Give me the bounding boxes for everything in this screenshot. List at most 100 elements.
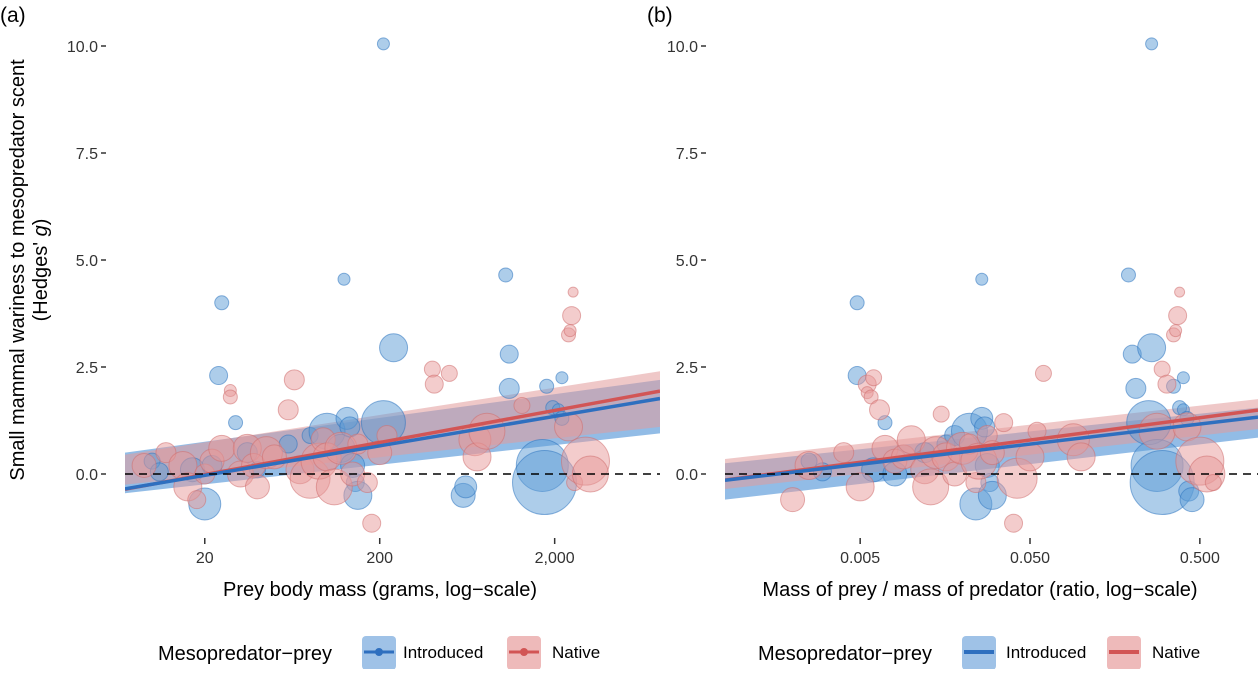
data-point-native <box>1066 442 1096 472</box>
legend-key-introduced <box>962 636 996 670</box>
panel-b-legend: Mesopredator−prey Introduced Native <box>758 636 1200 670</box>
data-point-native <box>440 364 458 382</box>
legend-key-native <box>1107 636 1141 670</box>
data-point-introduced <box>1137 333 1167 363</box>
data-point-native <box>563 324 577 338</box>
data-point-introduced <box>849 295 865 311</box>
y-tick-label: 0.0 <box>76 467 98 484</box>
y-axis-title-prefix: (Hedges' <box>30 236 52 321</box>
data-point-native <box>222 389 238 405</box>
panel-a-y-axis: 0.0 2.5 5.0 7.5 10.0 <box>67 39 106 484</box>
panel-b-label: (b) <box>647 4 673 27</box>
y-tick-label: 0.0 <box>676 467 698 484</box>
y-tick-label: 10.0 <box>67 39 98 56</box>
y-tick-label: 5.0 <box>676 253 698 270</box>
panel-a-x-axis-title: Prey body mass (grams, log−scale) <box>223 579 537 601</box>
trend-lines <box>725 408 1258 482</box>
data-point-introduced <box>539 378 555 394</box>
data-point-native <box>208 434 236 462</box>
legend-title: Mesopredator−prey <box>758 643 932 665</box>
data-point-native <box>1004 513 1024 533</box>
data-point-native <box>424 374 444 394</box>
y-axis-title-line2: (Hedges' g) <box>30 219 52 322</box>
panel-a: (a) 0.0 2.5 5.0 7.5 10.0 20 200 2,000 Prey bod… <box>0 4 660 601</box>
data-point-native <box>244 474 270 500</box>
panel-b-x-axis: 0.005 0.050 0.500 <box>840 538 1220 567</box>
data-point-native <box>131 452 157 478</box>
y-tick-label: 5.0 <box>76 253 98 270</box>
data-point-introduced <box>499 344 519 364</box>
legend-swatch-native-point <box>520 648 528 656</box>
x-tick-label: 2,000 <box>535 550 575 567</box>
data-point-native <box>912 468 950 506</box>
scatter-points <box>780 37 1226 533</box>
data-point-native <box>362 513 382 533</box>
data-point-introduced <box>379 333 409 363</box>
data-point-introduced <box>975 272 989 286</box>
data-point-introduced <box>498 267 514 283</box>
data-point-native <box>283 369 305 391</box>
data-point-introduced <box>376 37 390 51</box>
data-point-introduced <box>228 415 244 431</box>
legend-key-native <box>507 636 541 670</box>
data-point-native <box>833 442 855 464</box>
data-point-introduced <box>1179 487 1205 513</box>
data-point-introduced <box>1125 377 1147 399</box>
data-point-native <box>1169 324 1183 338</box>
data-point-native <box>1034 364 1052 382</box>
data-point-introduced <box>209 366 229 386</box>
legend-swatch-introduced-point <box>375 648 383 656</box>
scatter-points <box>131 37 610 533</box>
data-point-native <box>780 487 806 513</box>
data-point-native <box>1204 474 1222 492</box>
panel-a-legend: Mesopredator−prey Introduced Native <box>158 636 600 670</box>
data-point-native <box>513 397 531 415</box>
data-point-native <box>567 286 579 298</box>
data-point-native <box>869 399 891 421</box>
data-point-native <box>1157 374 1177 394</box>
data-point-native <box>1174 286 1186 298</box>
data-point-introduced <box>454 475 478 499</box>
y-axis-title-line1: Small mammal wariness to mesopredator sc… <box>7 59 29 481</box>
data-point-native <box>277 399 299 421</box>
panel-a-x-axis: 20 200 2,000 <box>196 538 575 567</box>
data-point-introduced <box>1120 267 1136 283</box>
data-point-native <box>794 450 824 480</box>
data-point-native <box>356 472 378 494</box>
data-point-native <box>932 405 950 423</box>
x-tick-label: 0.005 <box>840 550 880 567</box>
panel-b-y-axis: 0.0 2.5 5.0 7.5 10.0 <box>667 39 706 484</box>
y-tick-label: 2.5 <box>76 360 98 377</box>
data-point-introduced <box>1145 37 1159 51</box>
data-point-native <box>865 369 883 387</box>
legend-label-introduced: Introduced <box>1006 643 1086 662</box>
legend-title: Mesopredator−prey <box>158 643 332 665</box>
y-tick-label: 2.5 <box>676 360 698 377</box>
data-point-introduced <box>337 272 351 286</box>
legend-label-native: Native <box>552 643 600 662</box>
data-point-native <box>562 306 582 326</box>
panel-a-plot-area <box>125 37 660 533</box>
legend-label-native: Native <box>1152 643 1200 662</box>
panel-a-y-axis-title: Small mammal wariness to mesopredator sc… <box>7 59 52 481</box>
y-axis-title-suffix: ) <box>30 219 52 226</box>
trend-line-introduced <box>725 415 1258 482</box>
data-point-native <box>1168 306 1188 326</box>
y-axis-title-italic: g <box>30 225 52 236</box>
data-point-native <box>1015 442 1045 472</box>
x-tick-label: 0.500 <box>1180 550 1220 567</box>
data-point-native <box>187 490 207 510</box>
x-tick-label: 200 <box>366 550 393 567</box>
panel-b-x-axis-title: Mass of prey / mass of predator (ratio, … <box>762 579 1197 601</box>
data-point-native <box>423 360 441 378</box>
data-point-native <box>994 413 1014 433</box>
legend-key-introduced <box>362 636 396 670</box>
panel-b-plot-area <box>725 37 1258 533</box>
y-tick-label: 10.0 <box>667 39 698 56</box>
data-point-introduced <box>214 295 230 311</box>
x-tick-label: 20 <box>196 550 214 567</box>
panel-a-label: (a) <box>0 4 26 27</box>
data-point-introduced <box>555 371 569 385</box>
